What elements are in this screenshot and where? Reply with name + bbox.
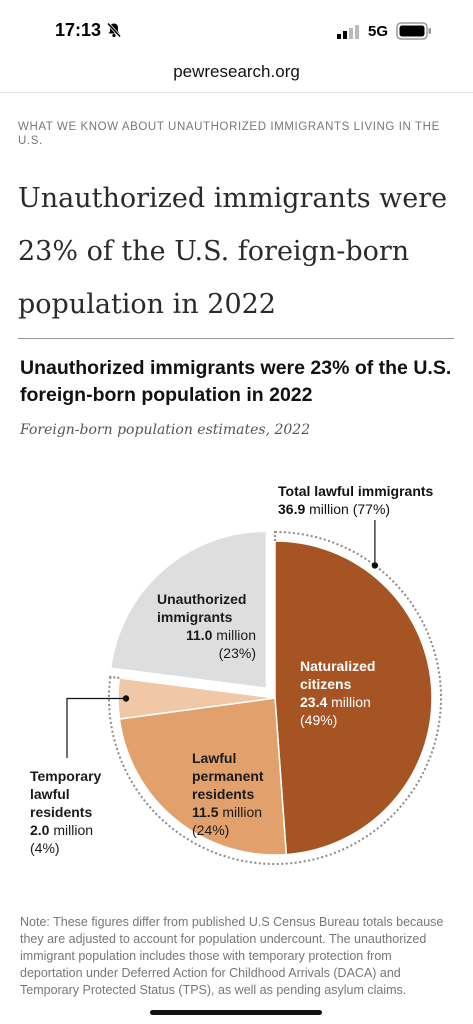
lawful-permanent-residents-slice xyxy=(118,697,288,856)
article-headline: Unauthorized immigrants were 23% of the … xyxy=(18,183,448,320)
naturalized-citizens-label: Naturalized citizens 23.4 million (49%) xyxy=(300,658,375,728)
chart-title: Unauthorized immigrants were 23% of the … xyxy=(20,357,452,406)
battery-icon xyxy=(396,22,431,40)
status-bar: 17:13 5G xyxy=(0,0,473,60)
pie-chart: Total lawful immigrants 36.9 million (77%… xyxy=(30,483,442,865)
network-label: 5G xyxy=(368,23,389,40)
signal-icon xyxy=(337,25,359,39)
section-divider xyxy=(18,338,454,339)
unauthorized-immigrants-label: Unauthorized immigrants xyxy=(157,591,246,625)
url-divider xyxy=(0,92,473,93)
temporary-lawful-residents-label: Temporary lawful residents 2.0 million (4%) xyxy=(30,768,102,856)
chart-note: Note: These figures differ from publishe… xyxy=(20,915,444,997)
naturalized-citizens-slice xyxy=(274,540,433,856)
article-eyebrow[interactable]: WHAT WE KNOW ABOUT UNAUTHORIZED IMMIGRAN… xyxy=(18,121,440,147)
chart-subtitle: Foreign-born population estimates, 2022 xyxy=(20,422,311,438)
lawful-total-label: Total lawful immigrants 36.9 million (77%… xyxy=(278,483,434,517)
status-time: 17:13 xyxy=(55,20,102,40)
url-bar[interactable]: pewresearch.org xyxy=(173,62,300,81)
lawful-group-outline-end xyxy=(109,675,120,679)
unauthorized-immigrants-slice xyxy=(109,530,268,690)
bell-slash-icon xyxy=(106,22,122,38)
lawful-permanent-residents-label: Lawful permanent residents 11.5 million (24%… xyxy=(192,750,264,838)
temporary-leader-dot xyxy=(122,695,130,702)
temporary-leader-line xyxy=(66,697,127,758)
unauthorized-immigrants-value: 11.0 million (23%) xyxy=(186,627,256,661)
lawful-group-outline xyxy=(108,531,442,865)
home-indicator[interactable] xyxy=(150,1010,322,1015)
lawful-total-leader-dot xyxy=(371,562,379,569)
